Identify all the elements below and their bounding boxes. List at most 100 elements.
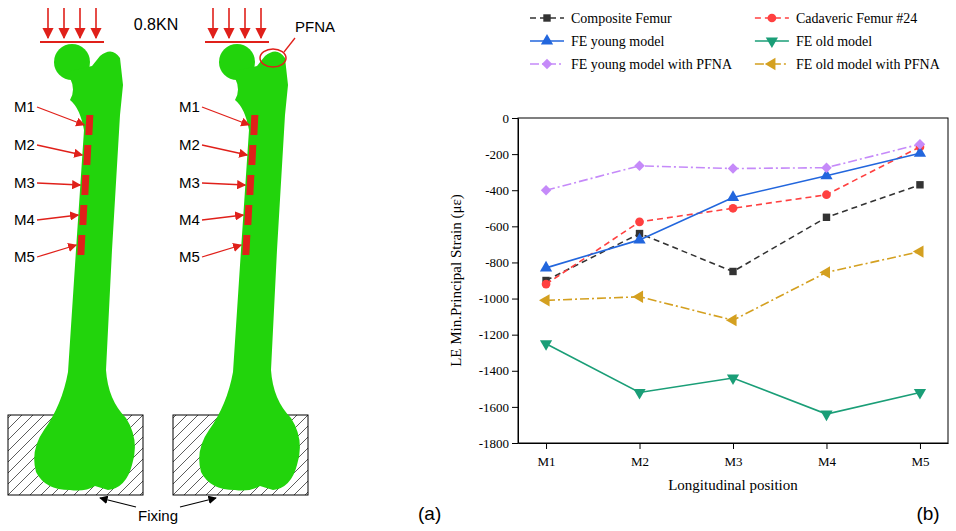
y-tick-label: -600 xyxy=(485,219,509,234)
x-tick: M3 xyxy=(724,443,742,469)
y-axis-title: LE Min.Principal Strain (με) xyxy=(448,194,465,367)
y-axis-line xyxy=(518,119,519,444)
implant-label: PFNA xyxy=(295,18,335,35)
legend-item: FE young model xyxy=(530,34,664,49)
gauge-pointer xyxy=(202,183,245,185)
gauge-label: M3 xyxy=(179,174,200,191)
strain-gauge xyxy=(250,115,258,135)
series-marker xyxy=(913,245,924,257)
load-label: 0.8KN xyxy=(134,16,178,33)
x-tick-mark xyxy=(640,443,641,449)
y-tick-label: -400 xyxy=(485,183,509,198)
y-tick-mark xyxy=(512,335,518,336)
series-marker xyxy=(633,233,645,244)
y-tick: -1400 xyxy=(479,363,518,378)
gauge-label: M4 xyxy=(179,211,200,228)
strain-gauge xyxy=(246,175,254,195)
series-marker xyxy=(634,161,644,171)
x-tick-label: M4 xyxy=(818,454,837,469)
panel-b: -1800-1600-1400-1200-1000-800-600-400-20… xyxy=(448,11,949,524)
gauge-pointer xyxy=(37,107,84,125)
x-tick: M5 xyxy=(911,443,929,469)
series-marker xyxy=(820,411,832,422)
y-tick-mark xyxy=(512,443,518,444)
x-tick-label: M3 xyxy=(724,454,742,469)
legend-label: FE young model with PFNA xyxy=(571,57,733,72)
series-marker xyxy=(635,217,644,226)
y-tick-mark xyxy=(512,371,518,372)
y-tick-mark xyxy=(512,190,518,191)
support-arrow xyxy=(180,498,216,507)
legend: Composite Femur Cadaveric Femur #24 FE you… xyxy=(530,11,941,72)
y-tick-mark xyxy=(512,262,518,263)
x-tick: M2 xyxy=(631,443,649,469)
legend-item: FE young model with PFNA xyxy=(530,57,733,72)
series-marker xyxy=(821,162,831,172)
load-arrow xyxy=(244,8,246,38)
legend-label: FE old model with PFNA xyxy=(796,57,941,72)
gauge-label: M5 xyxy=(179,248,200,265)
load-arrow xyxy=(79,8,81,38)
series-line xyxy=(546,252,920,321)
legend-label: Cadaveric Femur #24 xyxy=(796,11,917,26)
panel-label: (a) xyxy=(418,503,441,524)
x-tick-mark xyxy=(546,443,547,449)
x-tick-label: M1 xyxy=(538,454,556,469)
strain-gauge xyxy=(83,145,91,165)
series-line xyxy=(546,185,920,281)
gauge-pointer xyxy=(37,245,76,257)
strain-gauge xyxy=(248,145,256,165)
legend-marker xyxy=(542,59,552,69)
series-marker xyxy=(823,214,830,221)
legend-marker xyxy=(765,58,776,70)
series-line xyxy=(546,144,920,190)
strain-gauge xyxy=(244,205,252,225)
y-tick: 0 xyxy=(503,111,519,126)
gauge-label: M4 xyxy=(14,211,35,228)
panel-label: (b) xyxy=(916,503,939,524)
y-tick: -1600 xyxy=(479,400,518,415)
y-tick: -1000 xyxy=(479,291,518,306)
gauge-label: M1 xyxy=(179,98,200,115)
series-marker xyxy=(728,163,738,173)
femur-body xyxy=(34,51,135,490)
y-tick-label: 0 xyxy=(503,111,510,126)
y-tick-label: -1200 xyxy=(479,327,509,342)
series-marker xyxy=(539,294,550,306)
load-arrow xyxy=(63,8,65,38)
y-tick: -400 xyxy=(485,183,518,198)
gauge-label: M2 xyxy=(179,136,200,153)
series-marker xyxy=(540,340,552,351)
gauge-pointer xyxy=(37,145,82,155)
x-tick-label: M2 xyxy=(631,454,649,469)
strain-gauge xyxy=(79,205,87,225)
load-bar xyxy=(40,41,104,43)
legend-marker xyxy=(541,34,553,45)
series-marker xyxy=(726,314,737,326)
gauge-pointer xyxy=(37,215,78,220)
strain-gauge xyxy=(85,115,93,135)
legend-item: FE old model with PFNA xyxy=(755,57,941,72)
x-tick: M1 xyxy=(538,443,556,469)
series-marker xyxy=(916,181,923,188)
load-arrow xyxy=(228,8,230,38)
load-arrow xyxy=(95,8,97,38)
series-marker xyxy=(727,374,739,385)
series-marker xyxy=(819,266,830,278)
series-marker xyxy=(632,291,643,303)
gauge-pointer xyxy=(202,215,243,220)
femur-model: M1M2M3M4M5 xyxy=(14,8,135,491)
y-tick: -600 xyxy=(485,219,518,234)
series-marker xyxy=(822,190,831,199)
y-tick: -200 xyxy=(485,147,518,162)
legend-item: Composite Femur xyxy=(530,11,672,26)
implant-marker xyxy=(260,49,286,67)
y-tick-mark xyxy=(512,407,518,408)
series-marker xyxy=(633,389,645,400)
x-axis-title: Longitudinal position xyxy=(668,477,798,493)
gauge-pointer xyxy=(37,183,80,185)
legend-marker xyxy=(768,14,777,23)
series-marker xyxy=(914,389,926,400)
series-marker xyxy=(915,139,925,149)
legend-label: Composite Femur xyxy=(571,11,672,26)
